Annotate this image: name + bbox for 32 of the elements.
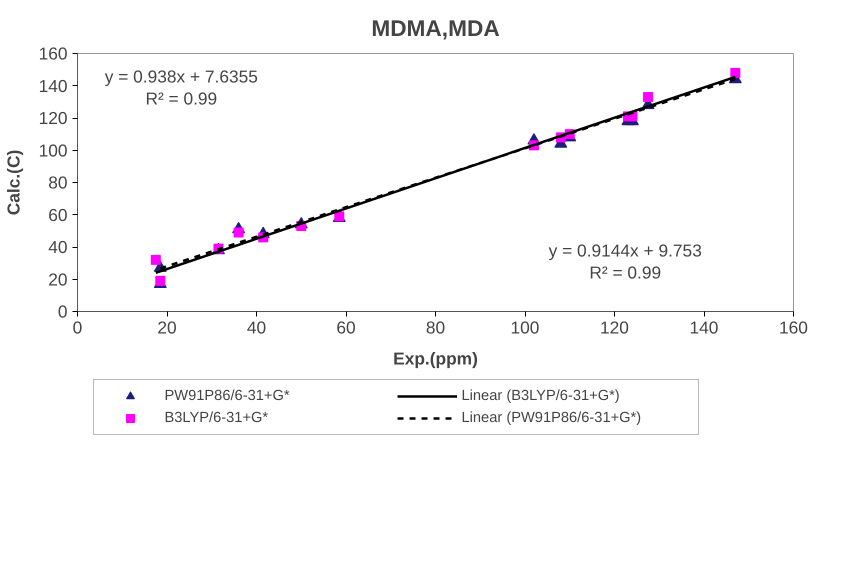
y-tick-label: 40 [48,237,68,257]
point [234,227,244,238]
x-tick-label: 100 [510,318,540,338]
legend-label: PW91P86/6-31+G* [164,388,291,404]
y-tick-label: 160 [38,44,68,64]
legend-label: Linear (B3LYP/6-31+G*) [462,388,621,404]
y-tick-label: 140 [38,76,68,96]
x-tick-label: 160 [779,318,808,338]
point [155,276,166,286]
legend-label: Linear (PW91P86/6-31+G*) [462,410,642,426]
x-tick-label: 20 [157,318,177,338]
x-tick-label: 0 [72,318,82,338]
x-axis-title: Exp.(ppm) [393,348,478,368]
x-tick-label: 140 [690,318,718,338]
x-tick-label: 80 [426,318,446,338]
y-tick-label: 0 [58,302,68,322]
x-tick-label: 40 [246,318,266,338]
y-tick-label: 100 [38,140,68,160]
annotation: y = 0.938x + 7.6355 R² = 0.99 [104,66,258,108]
chart-title: MDMA,MDA [371,15,500,41]
y-tick-label: 80 [48,172,68,192]
y-tick-label: 20 [48,269,68,290]
legend-label: B3LYP/6-31+G* [164,410,270,426]
y-axis-title: Calc.(C) [4,150,24,216]
x-tick-label: 60 [336,318,356,338]
point [643,92,654,102]
point [730,68,740,78]
y-tick-label: 120 [38,108,68,128]
annotation: y = 0.9144x + 9.753 R² = 0.99 [548,240,702,283]
point [150,254,161,265]
x-tick-label: 120 [600,318,629,338]
y-tick-label: 60 [48,204,68,225]
